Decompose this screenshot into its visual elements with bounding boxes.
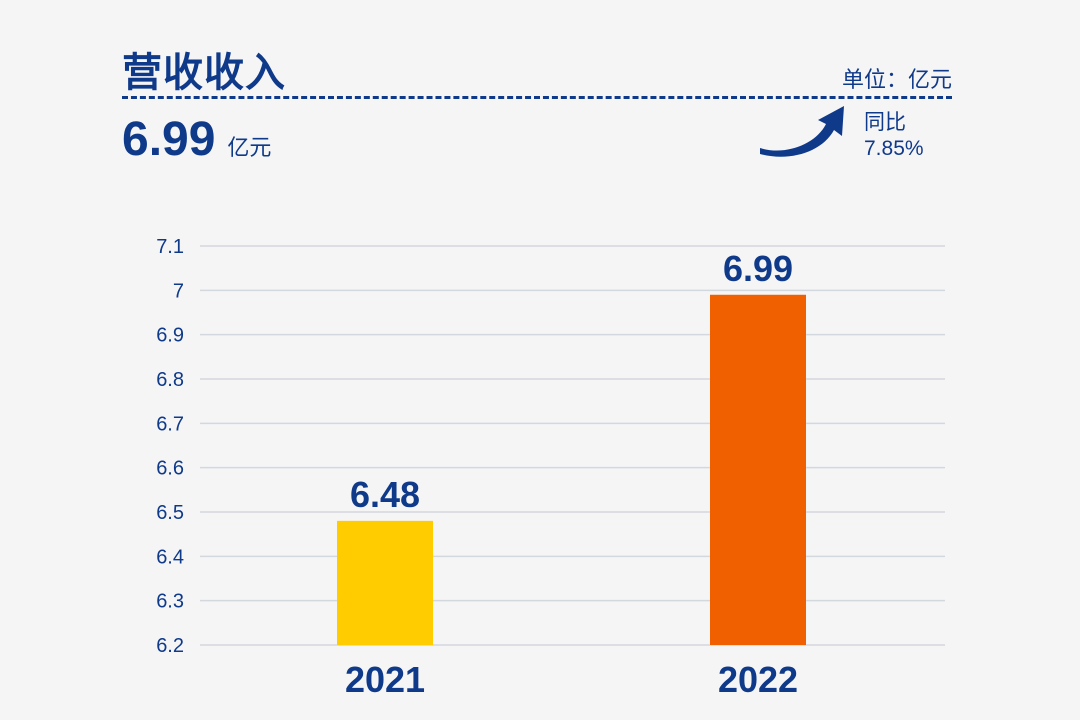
y-tick-label: 7.1: [156, 236, 184, 258]
headline-unit: 亿元: [227, 135, 272, 160]
data-label: 6.48: [350, 474, 420, 515]
yoy-label: 同比: [864, 111, 906, 134]
bar: [710, 294, 806, 645]
x-category-label: 2021: [345, 659, 425, 700]
x-category-label: 2022: [718, 659, 798, 700]
yoy-value: 7.85%: [864, 137, 924, 160]
chart-title: 营收收入: [122, 51, 286, 95]
unit-label: 单位：亿元: [841, 67, 952, 92]
y-tick-label: 6.7: [156, 413, 184, 435]
y-tick-label: 7: [173, 280, 184, 302]
y-tick-label: 6.5: [156, 502, 184, 524]
y-tick-label: 6.8: [156, 369, 184, 391]
y-tick-label: 6.3: [156, 591, 184, 613]
yoy-block: 同比 7.85%: [864, 110, 924, 162]
y-tick-label: 6.9: [156, 325, 184, 347]
y-tick-label: 6.6: [156, 458, 184, 480]
data-label: 6.99: [723, 248, 793, 289]
y-tick-label: 6.2: [156, 635, 184, 657]
dashed-divider: [122, 96, 952, 99]
bar: [337, 520, 433, 645]
headline-value: 6.99: [122, 113, 216, 166]
y-tick-label: 6.4: [156, 546, 184, 568]
headline-metric: 6.99 亿元: [122, 112, 271, 167]
curved-up-arrow-icon: [760, 106, 844, 157]
